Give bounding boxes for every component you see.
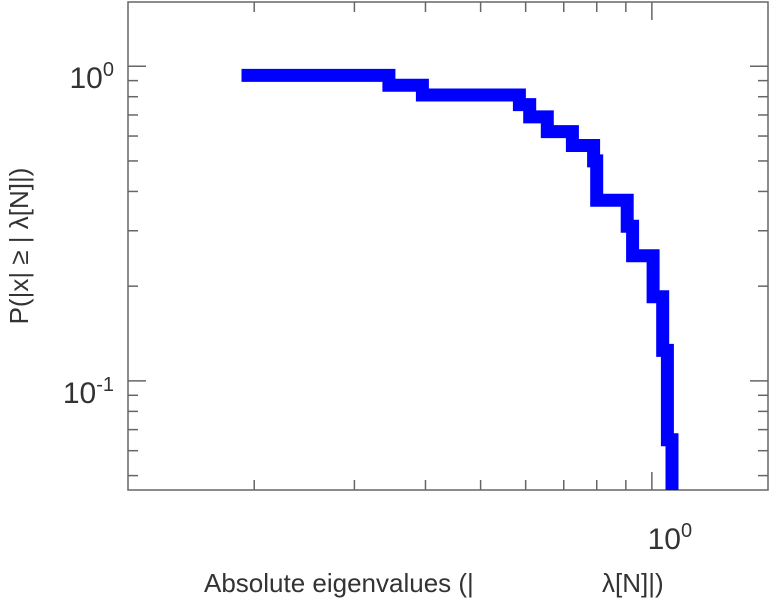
y-tick-label: 100 [70,59,115,95]
series-line [241,68,679,490]
x-axis-label-part1: Absolute eigenvalues (| [204,568,474,598]
x-axis-tick-labels: 100 [648,520,693,556]
plot-frame [127,1,769,491]
x-tick-label: 100 [648,520,693,556]
y-tick-label: 10-1 [63,374,114,410]
x-axis-label-part2: λ[N]|) [602,568,664,598]
x-axis-ticks [253,2,653,490]
y-axis-tick-labels: 100 10-1 [63,59,114,410]
y-axis-label: P(|x| ≥ | λ[N]|) [4,168,34,325]
y-axis-ticks [128,65,768,477]
